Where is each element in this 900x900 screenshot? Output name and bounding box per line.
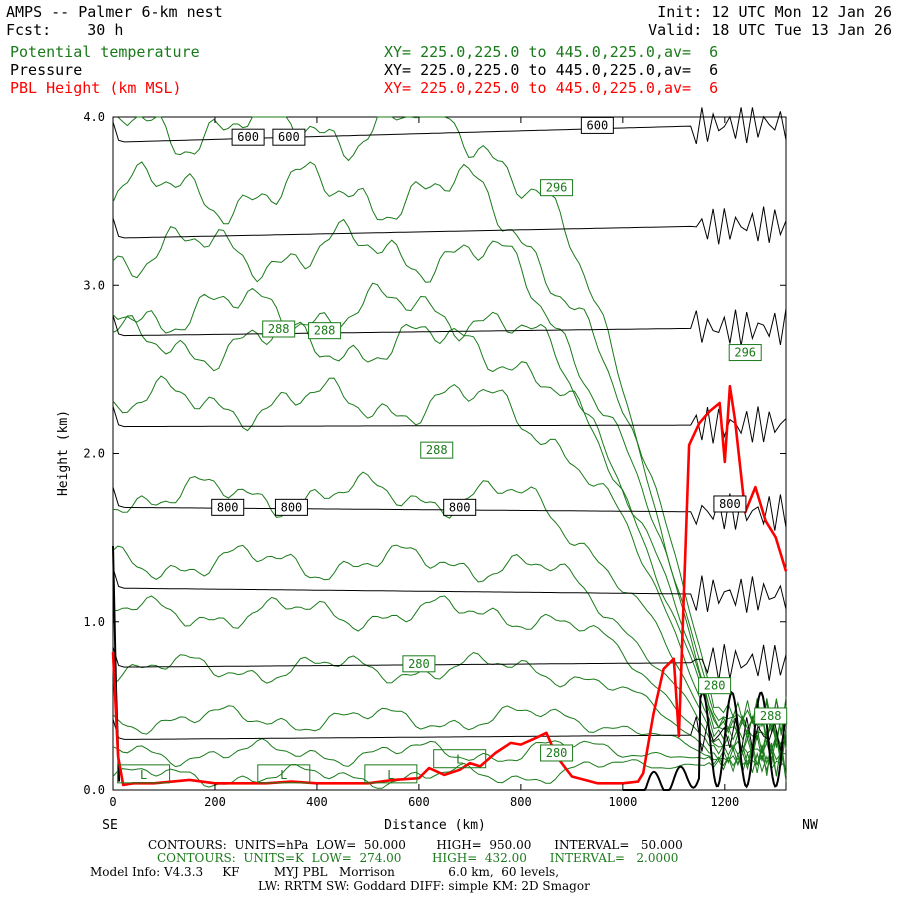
pressure-contour-line xyxy=(112,107,787,145)
low-label-box xyxy=(433,749,487,769)
contour-label: 800 xyxy=(449,500,471,514)
x-axis-title: Distance (km) xyxy=(384,818,486,833)
pressure-contour-line xyxy=(112,206,787,245)
y-tick-label: 4.0 xyxy=(83,110,105,124)
contour-label: 800 xyxy=(281,500,303,514)
field-theta-xy: XY= 225.0,225.0 to 445.0,225.0,av= 6 xyxy=(384,43,719,61)
field-pbl-xy: XY= 225.0,225.0 to 445.0,225.0,av= 6 xyxy=(384,79,719,97)
pressure-contour-line xyxy=(112,567,787,613)
axes: 0 200 400 600 800 1000 1200 0.0 1.0 2.0 3.0 4.0 xyxy=(83,110,786,809)
y-tick-label: 2.0 xyxy=(83,447,105,461)
contour-label-box xyxy=(231,128,265,146)
contour-label: 288 xyxy=(314,324,336,338)
contour-label-box xyxy=(728,344,762,362)
theta-contour-line xyxy=(112,595,787,766)
pressure-contour-line xyxy=(112,406,787,444)
forecast-hour: Fcst: 30 h xyxy=(6,21,124,39)
low-label-box xyxy=(364,764,418,784)
pressure-contours xyxy=(112,107,787,754)
x-tick-label: 1200 xyxy=(710,795,739,809)
contour-label-box xyxy=(262,320,296,338)
contour-label: 800 xyxy=(217,500,239,514)
contour-label-box xyxy=(211,498,245,516)
contour-label: 288 xyxy=(268,322,290,336)
low-label: L xyxy=(140,768,147,782)
contour-label: 280 xyxy=(546,746,568,760)
contour-label-box xyxy=(698,677,732,695)
contour-label-box xyxy=(540,179,574,197)
x-left-end-label: SE xyxy=(102,818,118,833)
low-label: L xyxy=(280,768,287,782)
theta-contour-line xyxy=(112,282,787,741)
contour-label-box xyxy=(754,707,788,725)
low-label-box xyxy=(117,764,171,784)
contour-label-box xyxy=(308,322,342,340)
contour-label: 600 xyxy=(237,130,259,144)
theta-contour-line xyxy=(112,315,787,750)
init-time: Init: 12 UTC Mon 12 Jan 26 xyxy=(657,3,892,21)
low-label-box xyxy=(257,764,311,784)
contour-label: 296 xyxy=(546,181,568,195)
pressure-contour-line xyxy=(112,308,787,346)
contour-label: 800 xyxy=(719,497,741,511)
theta-contour-info: CONTOURS: UNITS=K LOW= 274.00 HIGH= 432.… xyxy=(157,851,679,865)
field-pbl-name: PBL Height (km MSL) xyxy=(10,79,182,97)
x-tick-label: 800 xyxy=(510,795,532,809)
contour-label-box xyxy=(420,441,454,459)
y-tick-label: 3.0 xyxy=(83,278,105,292)
contour-label-box xyxy=(402,655,436,673)
theta-contour-line xyxy=(112,218,787,732)
field-pressure-xy: XY= 225.0,225.0 to 445.0,225.0,av= 6 xyxy=(384,61,719,79)
terrain-path xyxy=(622,690,787,791)
pressure-contour-info: CONTOURS: UNITS=hPa LOW= 50.000 HIGH= 95… xyxy=(148,838,683,852)
x-tick-label: 600 xyxy=(408,795,430,809)
contour-label: 280 xyxy=(408,657,430,671)
contour-label-box xyxy=(443,498,477,516)
pressure-contour-line xyxy=(112,716,787,754)
theta-contour-line xyxy=(112,705,787,777)
contour-label: 296 xyxy=(734,346,756,360)
contour-label: 288 xyxy=(426,443,448,457)
theta-contour-line xyxy=(112,544,787,766)
theta-contour-line xyxy=(112,738,787,782)
field-pressure-name: Pressure xyxy=(10,61,83,79)
theta-contour-line xyxy=(112,375,787,749)
pressure-contour-line xyxy=(112,644,787,681)
theta-contour-line xyxy=(113,116,787,726)
chart-title: AMPS -- Palmer 6-km nest xyxy=(6,3,223,21)
contour-label-box xyxy=(713,495,747,513)
x-right-end-label: NW xyxy=(802,818,818,833)
y-axis-title: Height (km) xyxy=(56,410,71,496)
x-tick-label: 400 xyxy=(306,795,328,809)
x-tick-label: 0 xyxy=(109,795,116,809)
theta-contours xyxy=(112,116,787,789)
contour-label-box xyxy=(540,744,574,762)
low-label: L xyxy=(456,753,463,767)
theta-contour-line xyxy=(112,651,787,767)
contour-label-box xyxy=(272,128,306,146)
model-info: Model Info: V4.3.3 KF MYJ PBL Morrison 6… xyxy=(90,865,560,879)
model-physics: LW: RRTM SW: Goddard DIFF: simple KM: 2D… xyxy=(258,879,590,893)
contour-label-box xyxy=(274,498,308,516)
contour-label: 600 xyxy=(587,118,609,132)
contour-labels: 600 600 600 800 800 800 800 296 296 288 288 288 280 2… xyxy=(117,116,788,784)
theta-contour-line xyxy=(112,161,787,736)
field-theta-name: Potential temperature xyxy=(10,43,200,61)
y-tick-label: 1.0 xyxy=(83,615,105,629)
x-tick-label: 1000 xyxy=(608,795,637,809)
low-label: L xyxy=(387,768,394,782)
x-tick-label: 200 xyxy=(204,795,226,809)
y-tick-label: 0.0 xyxy=(83,783,105,797)
contour-label: 600 xyxy=(278,130,300,144)
contour-label: 288 xyxy=(760,709,782,723)
contour-label-box xyxy=(580,116,614,134)
contour-label: 280 xyxy=(704,679,726,693)
valid-time: Valid: 18 UTC Tue 13 Jan 26 xyxy=(648,21,892,39)
